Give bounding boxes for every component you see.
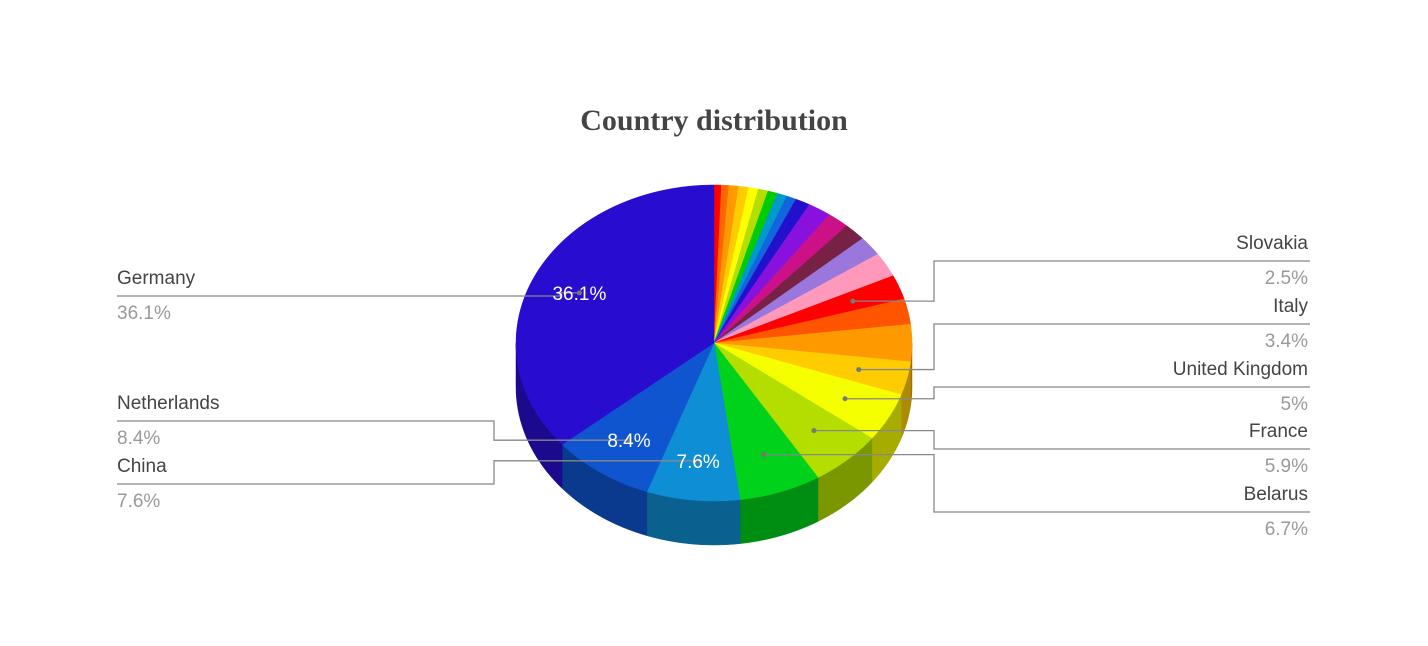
leader-dot bbox=[761, 452, 767, 458]
legend-label: Netherlands bbox=[117, 393, 219, 414]
legend-label: France bbox=[1249, 421, 1308, 442]
slice bbox=[561, 342, 715, 492]
legend-label: Slovakia bbox=[1236, 233, 1308, 254]
legend-value: 7.6% bbox=[117, 491, 160, 512]
slice-label: 8.4% bbox=[607, 431, 650, 452]
legend-label: Italy bbox=[1273, 296, 1308, 317]
slice bbox=[713, 342, 911, 395]
leader-line bbox=[813, 429, 1310, 450]
leader-line bbox=[763, 453, 1310, 513]
slice bbox=[646, 342, 741, 502]
slice bbox=[515, 184, 715, 445]
leader-dot bbox=[842, 396, 848, 402]
slice bbox=[713, 342, 873, 478]
leader-line bbox=[117, 420, 629, 441]
slice bbox=[713, 253, 894, 344]
legend-label: United Kingdom bbox=[1173, 359, 1308, 380]
leader-line bbox=[117, 460, 699, 485]
legend-value: 6.7% bbox=[1265, 519, 1308, 540]
leader-dot bbox=[695, 458, 701, 464]
legend-value: 5% bbox=[1281, 394, 1309, 415]
slice bbox=[713, 275, 905, 344]
leader-line bbox=[858, 323, 1310, 371]
legend-value: 3.4% bbox=[1265, 331, 1308, 352]
leader-line bbox=[845, 386, 1310, 400]
leader-line bbox=[852, 260, 1310, 302]
leader-line bbox=[117, 292, 580, 297]
legend-value: 8.4% bbox=[117, 428, 160, 449]
leader-dot bbox=[850, 298, 856, 304]
legend-label: Belarus bbox=[1244, 484, 1308, 505]
chart-title: Country distribution bbox=[580, 104, 848, 137]
legend-label: Germany bbox=[117, 268, 196, 289]
slice bbox=[713, 342, 819, 500]
leader-dot bbox=[811, 428, 817, 434]
legend-value: 36.1% bbox=[117, 303, 171, 324]
legend-label: China bbox=[117, 456, 167, 477]
legend-value: 5.9% bbox=[1265, 456, 1308, 477]
leader-dot bbox=[626, 437, 632, 443]
leader-dot bbox=[576, 290, 582, 296]
leader-dot bbox=[856, 367, 862, 373]
slice bbox=[713, 323, 913, 363]
slice bbox=[713, 298, 911, 344]
slice-label: 36.1% bbox=[552, 284, 606, 305]
legend-value: 2.5% bbox=[1265, 268, 1308, 289]
slice-label: 7.6% bbox=[677, 452, 720, 473]
